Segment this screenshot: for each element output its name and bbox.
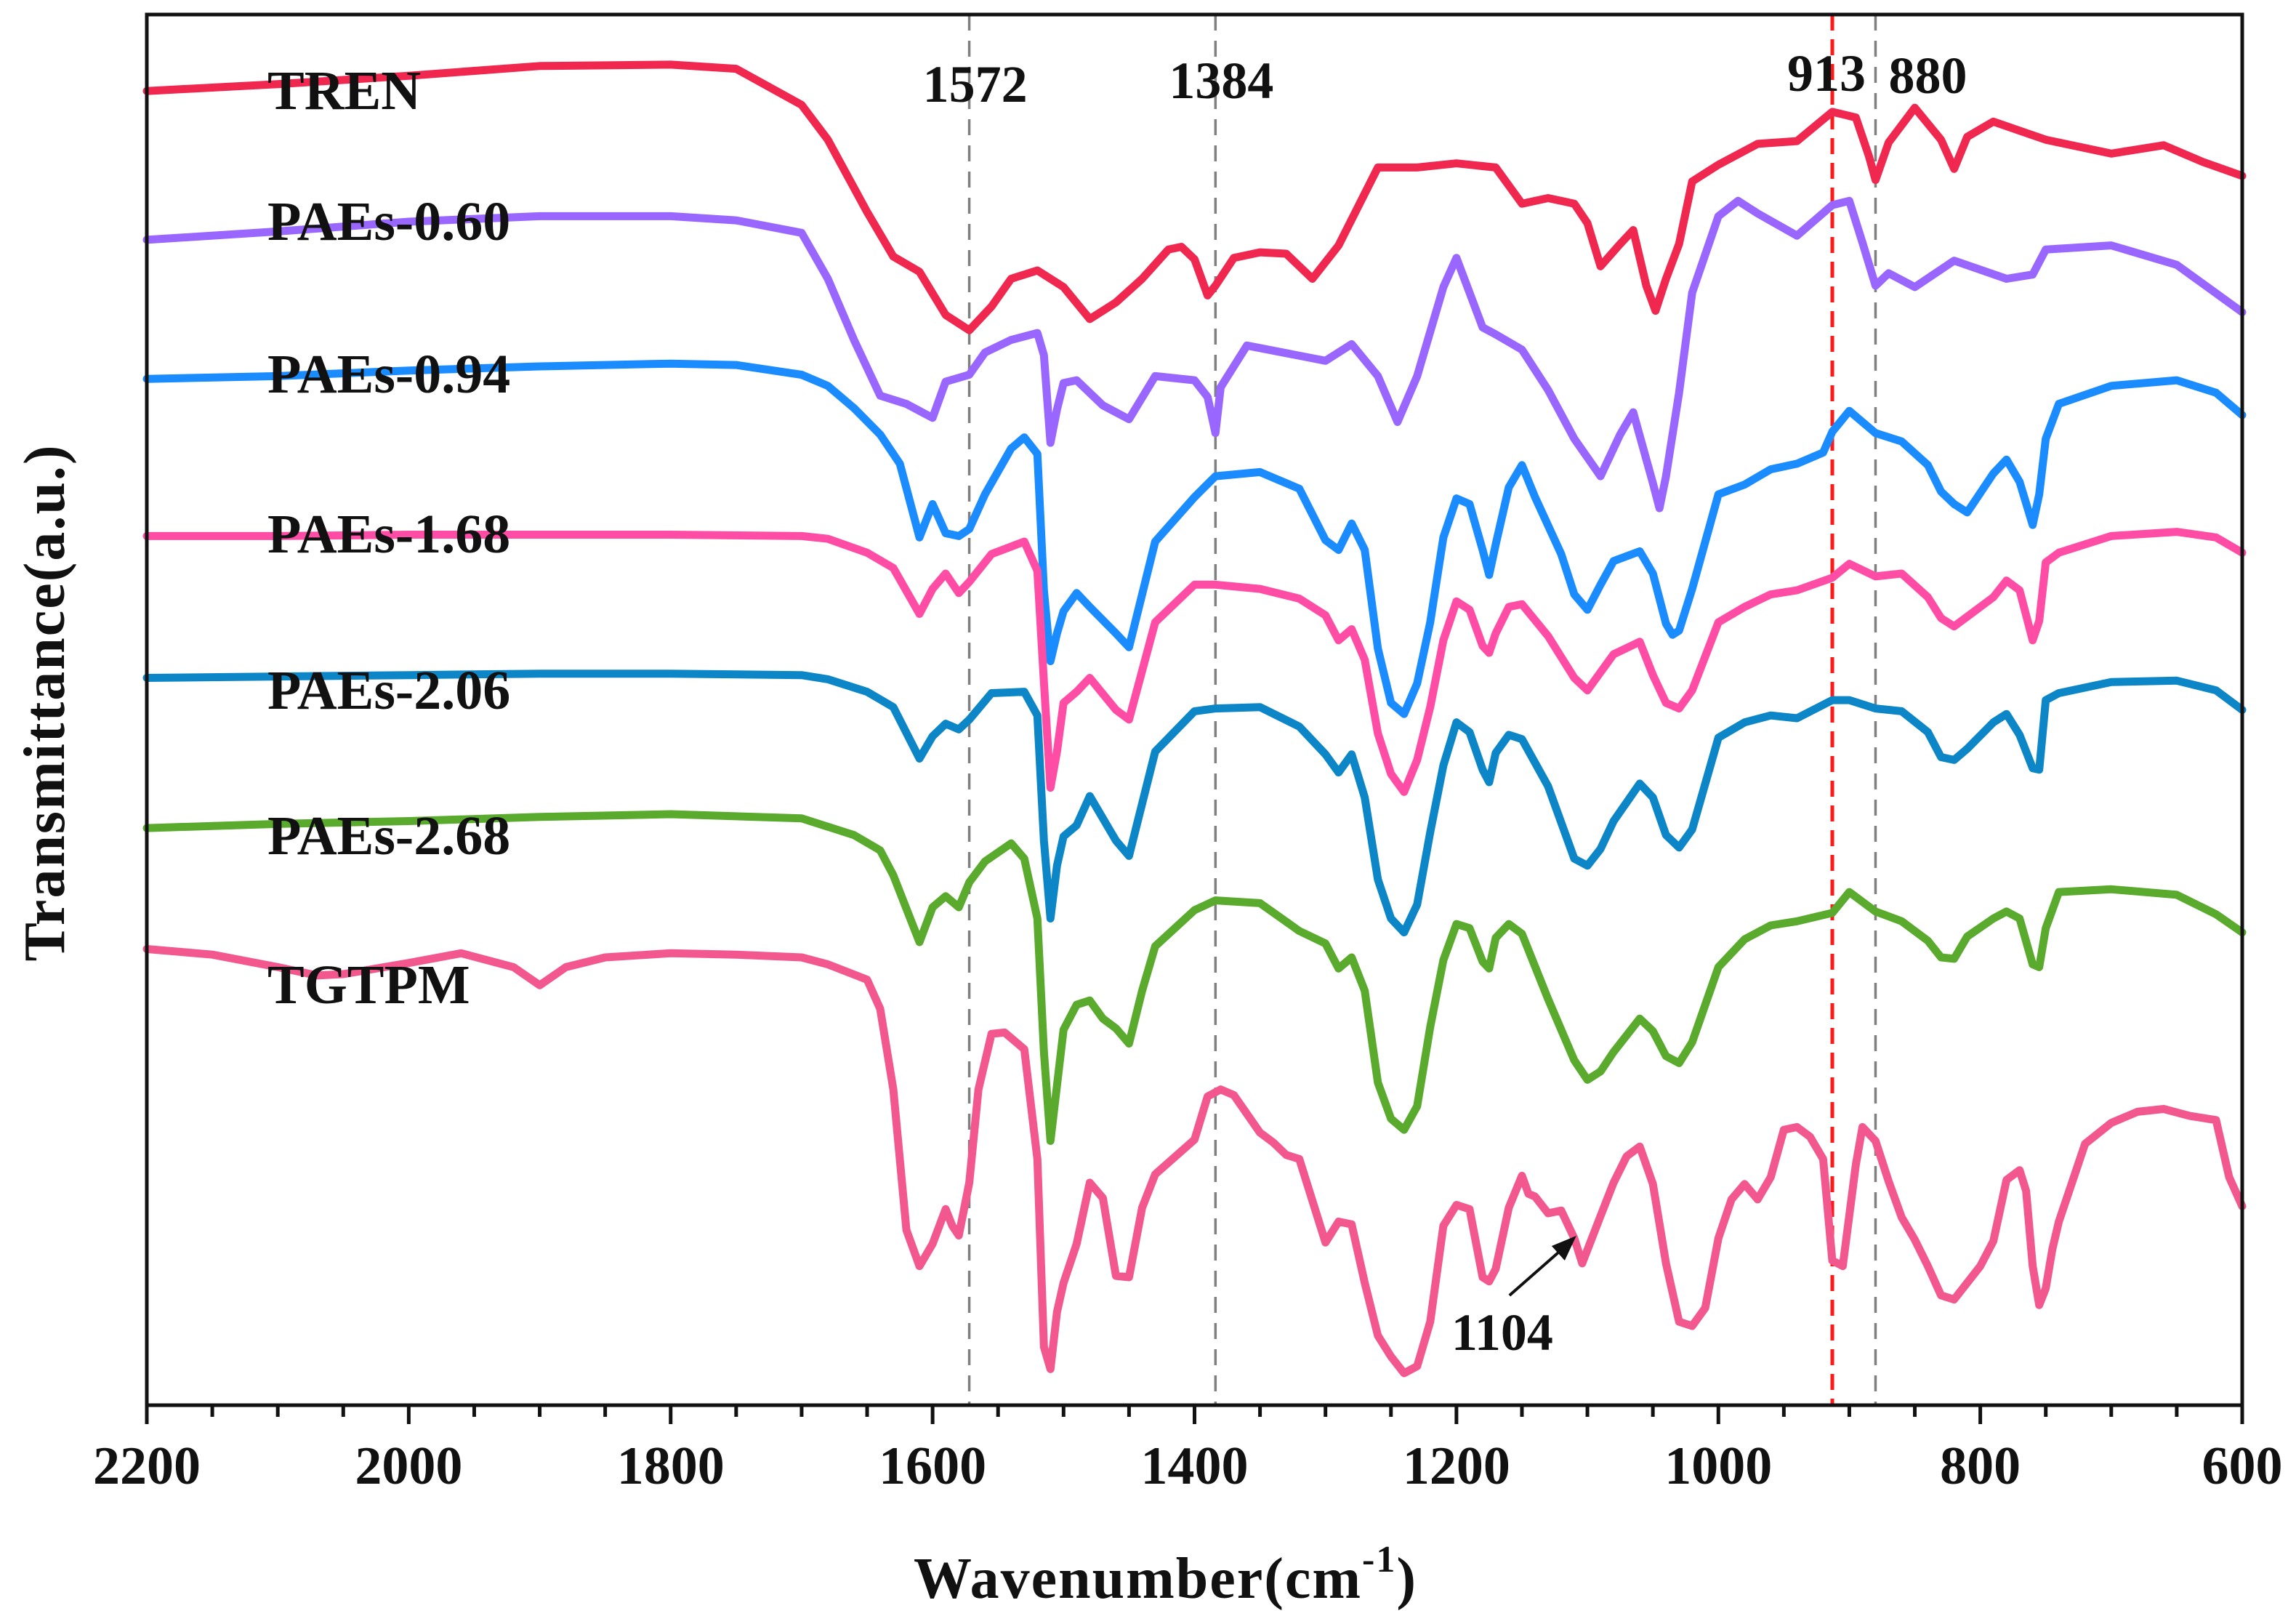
x-axis-title-superscript: -1	[1362, 1539, 1396, 1580]
series-label-paes-1-68: PAEs-1.68	[267, 504, 510, 565]
series-line-paes-0-94	[142, 359, 2247, 718]
series-line-tren	[142, 60, 2247, 334]
peak-label-880: 880	[1888, 47, 1967, 105]
x-tick-label: 2000	[355, 1436, 462, 1496]
series-line-paes-0-60	[142, 196, 2247, 512]
x-tick-label: 1800	[617, 1436, 725, 1496]
x-tick-label: 1400	[1141, 1436, 1249, 1496]
x-axis-title: Wavenumber(cm-1)	[914, 1539, 1417, 1611]
series-label-paes-2-68: PAEs-2.68	[267, 805, 510, 867]
peak-label-1384: 1384	[1169, 52, 1273, 110]
peak-label-913: 913	[1787, 44, 1866, 102]
series-label-paes-0-60: PAEs-0.60	[267, 191, 510, 252]
y-axis-title: Transmittance(a.u.)	[13, 444, 77, 962]
series-label-tgtpm: TGTPM	[267, 954, 470, 1016]
x-tick-label: 2200	[93, 1436, 201, 1496]
x-tick-label: 600	[2202, 1436, 2283, 1496]
x-tick-label: 1200	[1403, 1436, 1510, 1496]
series-label-paes-0-94: PAEs-0.94	[267, 344, 510, 405]
series-line-paes-2-68	[142, 810, 2247, 1145]
x-tick-label: 1000	[1664, 1436, 1772, 1496]
annotation-arrow-head	[1551, 1235, 1576, 1261]
series-label-paes-2-06: PAEs-2.06	[267, 660, 510, 721]
x-axis-title-main: Wavenumber(cm	[914, 1547, 1362, 1611]
annotation-label-1104: 1104	[1451, 1303, 1553, 1362]
series-label-tren: TREN	[267, 60, 421, 121]
x-tick-label: 1600	[879, 1436, 986, 1496]
peak-label-1572: 1572	[923, 55, 1028, 113]
series-line-tgtpm	[142, 945, 2247, 1378]
x-axis-title-close: )	[1396, 1547, 1417, 1611]
x-tick-label: 800	[1940, 1436, 2021, 1496]
series-line-paes-1-68	[142, 528, 2247, 796]
series-line-paes-2-06	[142, 670, 2247, 937]
